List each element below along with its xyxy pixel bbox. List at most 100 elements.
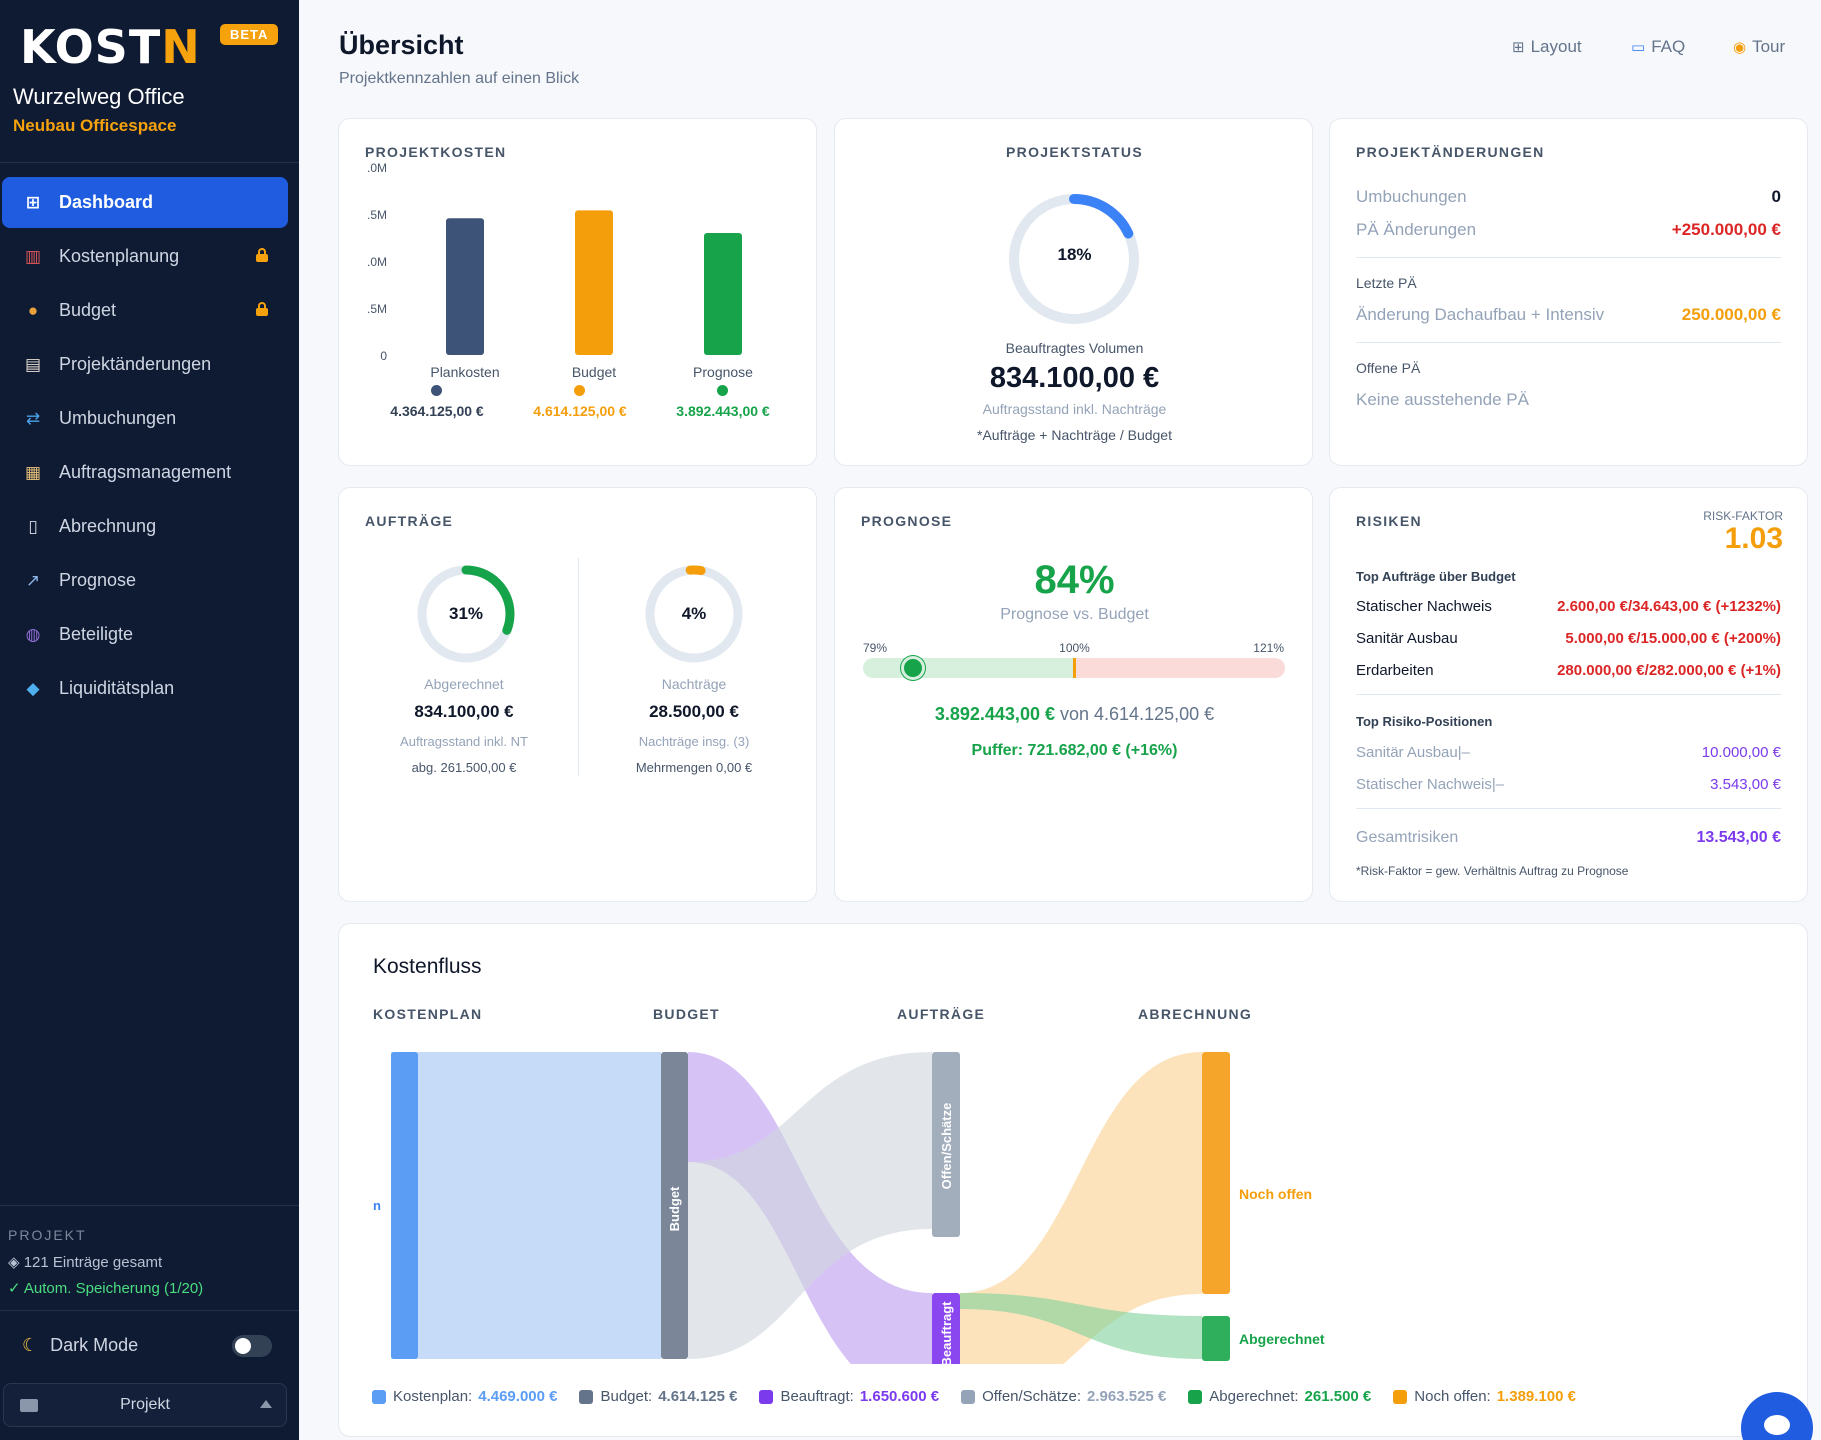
sidebar-item-liquiditätsplan[interactable]: ◆ Liquiditätsplan bbox=[2, 663, 288, 714]
legend-swatch bbox=[579, 1389, 594, 1404]
sidebar-item-abrechnung[interactable]: ▯ Abrechnung bbox=[2, 501, 288, 552]
top-budget-name[interactable]: Erdarbeiten bbox=[1356, 662, 1434, 679]
sidebar-item-label: Umbuchungen bbox=[59, 408, 177, 428]
bar-value-label: 4.364.125,00 € bbox=[390, 403, 484, 419]
legend-item[interactable]: Beauftragt: 1.650.600 € bbox=[759, 1388, 939, 1405]
top-risk-label: Top Risiko-Positionen bbox=[1356, 714, 1493, 729]
nachtraege-note: Nachträge insg. (3) bbox=[638, 734, 750, 749]
faq-button[interactable]: ▭ FAQ bbox=[1631, 37, 1685, 57]
nachtraege-ring bbox=[645, 565, 743, 663]
flow-beauftragt-nochoffen bbox=[960, 1052, 1202, 1364]
top-risk-name[interactable]: Statischer Nachweis|– bbox=[1356, 776, 1505, 793]
flow-budget-offen bbox=[688, 1052, 932, 1359]
sidebar-item-label: Dashboard bbox=[59, 192, 154, 212]
app-logo[interactable]: KOSTN bbox=[20, 20, 201, 74]
chevron-up-icon bbox=[260, 1400, 272, 1408]
sidebar-item-kostenplanung[interactable]: ▥ Kostenplanung bbox=[2, 231, 288, 282]
legend-swatch bbox=[1393, 1389, 1408, 1404]
toggle-knob bbox=[235, 1338, 251, 1354]
sidebar-divider bbox=[0, 162, 299, 163]
auftraege-card: AUFTRÄGE 31% Abgerechnet 834.100,00 € Au… bbox=[338, 487, 817, 902]
sidebar-item-label: Kostenplanung bbox=[59, 246, 180, 266]
projektstatus-card: PROJEKTSTATUS 18% Beauftragtes Volumen 8… bbox=[834, 118, 1313, 466]
x-tick-label: Plankosten bbox=[430, 364, 499, 380]
node-budget[interactable] bbox=[661, 1052, 688, 1359]
divider bbox=[1356, 257, 1781, 258]
grid-icon: ⊞ bbox=[1512, 39, 1525, 56]
status-note: Auftragsstand inkl. Nachträge bbox=[982, 401, 1167, 417]
sidebar-item-umbuchungen[interactable]: ⇄ Umbuchungen bbox=[2, 393, 288, 444]
node-offen[interactable] bbox=[932, 1052, 960, 1237]
layout-button[interactable]: ⊞ Layout bbox=[1512, 37, 1582, 57]
nachtraege-percent: 4% bbox=[681, 604, 707, 623]
legend-dot bbox=[431, 385, 442, 396]
total-risk-value: 13.543,00 € bbox=[1696, 829, 1781, 846]
top-budget-value: 2.600,00 €/34.643,00 € (+1232%) bbox=[1557, 598, 1781, 615]
sidebar: KOSTN BETA Wurzelweg Office Neubau Offic… bbox=[0, 0, 299, 1440]
tour-button-label: Tour bbox=[1752, 37, 1786, 56]
legend-item[interactable]: Abgerechnet: 261.500 € bbox=[1188, 1388, 1371, 1405]
dark-mode-toggle[interactable] bbox=[232, 1335, 272, 1357]
legend-item[interactable]: Noch offen: 1.389.100 € bbox=[1393, 1388, 1576, 1405]
abgerechnet-value: 834.100,00 € bbox=[414, 702, 514, 721]
sidebar-item-projektänderungen[interactable]: ▤ Projektänderungen bbox=[2, 339, 288, 390]
dashboard-grid-icon: ⊞ bbox=[25, 192, 41, 212]
abgerechnet-ring bbox=[417, 565, 515, 663]
people-icon: ◍ bbox=[25, 624, 41, 644]
bar-plankosten[interactable] bbox=[446, 218, 484, 355]
legend-label: Offen/Schätze: bbox=[982, 1388, 1082, 1405]
legend-item[interactable]: Budget: 4.614.125 € bbox=[579, 1388, 737, 1405]
bar-value-label: 3.892.443,00 € bbox=[676, 403, 770, 419]
legend-value: 2.963.525 € bbox=[1087, 1388, 1167, 1405]
page-subtitle: Projektkennzahlen auf einen Blick bbox=[339, 70, 580, 87]
node-noch-offen[interactable] bbox=[1202, 1052, 1230, 1294]
bar-budget[interactable] bbox=[575, 210, 613, 355]
kostenplan-node-label: n bbox=[373, 1198, 381, 1213]
sidebar-item-beteiligte[interactable]: ◍ Beteiligte bbox=[2, 609, 288, 660]
top-budget-name[interactable]: Statischer Nachweis bbox=[1356, 598, 1492, 615]
column-header: ABRECHNUNG bbox=[1138, 1006, 1253, 1022]
arrows-icon: ⇄ bbox=[25, 408, 41, 428]
tour-button[interactable]: ◉ Tour bbox=[1733, 37, 1785, 57]
lock-icon bbox=[256, 248, 268, 262]
top-risk-value: 10.000,00 € bbox=[1701, 744, 1781, 761]
top-budget-name[interactable]: Sanitär Ausbau bbox=[1356, 630, 1458, 647]
dark-mode-label: Dark Mode bbox=[50, 1335, 139, 1355]
legend-item[interactable]: Kostenplan: 4.469.000 € bbox=[372, 1388, 557, 1405]
top-risk-name[interactable]: Sanitär Ausbau|– bbox=[1356, 744, 1470, 761]
budget-marker bbox=[1073, 658, 1076, 678]
node-beauftragt[interactable] bbox=[932, 1293, 960, 1364]
sidebar-item-prognose[interactable]: ↗ Prognose bbox=[2, 555, 288, 606]
letzte-name[interactable]: Änderung Dachaufbau + Intensiv bbox=[1356, 305, 1605, 324]
abgerechnet-node-label: Abgerechnet bbox=[1239, 1331, 1325, 1347]
bar-prognose[interactable] bbox=[704, 233, 742, 355]
lock-icon bbox=[256, 302, 268, 316]
legend-item[interactable]: Offen/Schätze: 2.963.525 € bbox=[961, 1388, 1166, 1405]
entries-count: ◈ 121 Einträge gesamt bbox=[8, 1254, 163, 1271]
prognose-marker[interactable] bbox=[901, 656, 926, 680]
scale-min: 79% bbox=[863, 641, 888, 655]
project-select[interactable]: Projekt bbox=[3, 1383, 287, 1427]
legend-dot bbox=[717, 385, 728, 396]
node-abgerechnet[interactable] bbox=[1202, 1316, 1230, 1361]
volume-value: 834.100,00 € bbox=[989, 362, 1160, 394]
node-kostenplan[interactable] bbox=[391, 1052, 418, 1359]
legend-value: 1.389.100 € bbox=[1496, 1388, 1576, 1405]
lock-shackle bbox=[258, 302, 266, 311]
projektstatus-ring bbox=[1009, 194, 1139, 324]
prognose-sub: Prognose vs. Budget bbox=[1000, 606, 1149, 623]
legend-value: 1.650.600 € bbox=[859, 1388, 940, 1405]
card-title: PROJEKTÄNDERUNGEN bbox=[1356, 144, 1545, 160]
divider bbox=[578, 558, 579, 776]
kostenfluss-legend: Kostenplan: 4.469.000 € Budget: 4.614.125 €… bbox=[372, 1388, 1598, 1405]
card-title: PROJEKTKOSTEN bbox=[365, 144, 507, 160]
x-tick-label: Budget bbox=[572, 364, 616, 380]
nachtraege-label: Nachträge bbox=[661, 676, 727, 692]
sidebar-item-auftragsmanagement[interactable]: ▦ Auftragsmanagement bbox=[2, 447, 288, 498]
project-section-label: PROJEKT bbox=[8, 1227, 87, 1243]
divider bbox=[1356, 342, 1781, 343]
legend-swatch bbox=[372, 1389, 386, 1404]
sidebar-divider bbox=[0, 1310, 299, 1311]
sidebar-item-dashboard[interactable]: ⊞ Dashboard bbox=[2, 177, 288, 228]
sidebar-item-budget[interactable]: ● Budget bbox=[2, 285, 288, 336]
